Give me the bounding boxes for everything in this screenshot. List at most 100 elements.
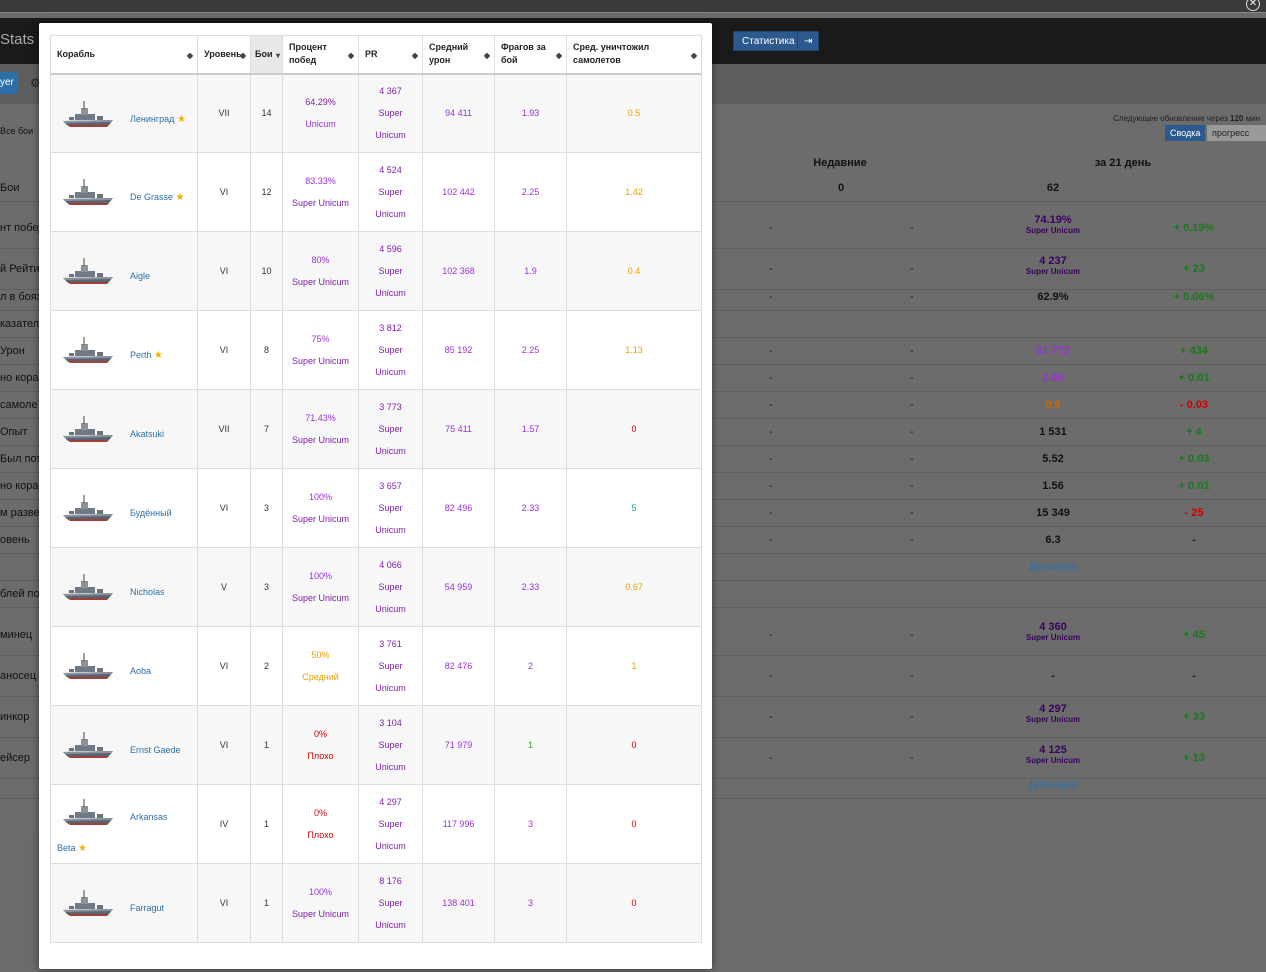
winrate-label: Super Unicum [291,514,350,524]
pr-label-1: Super [378,187,403,197]
frags-cell: 1 [494,705,567,785]
bg-stat-label: аносец [0,670,37,682]
gear-icon[interactable]: ⚙ [30,76,41,90]
header-tier-label: Уровень [204,48,242,59]
pr-label-2: Unicum [375,209,406,219]
pr-label-1: Super [378,740,403,750]
sort-icon[interactable]: ◆ [555,51,562,60]
header-battles-label: Бои [255,48,273,59]
sort-icon[interactable]: ◆ [690,51,697,60]
ship-name-link[interactable]: Nicholas [130,581,165,603]
header-tier[interactable]: Уровень ◆ [197,35,251,75]
pr-label-2: Unicum [375,288,406,298]
table-row: Aigle VI 10 80% Super Unicum 4 596 Super Un… [50,231,702,311]
header-damage[interactable]: Средний урон ◆ [422,35,495,75]
header-pr[interactable]: PR ◆ [358,35,423,75]
bg-dash: - [769,629,773,641]
bg-dash: - [769,426,773,438]
damage-cell: 94 411 [422,73,495,153]
table-row: Farragut VI 1 100% Super Unicum 8 176 Supe… [50,863,702,943]
header-winrate[interactable]: Процент побед ◆ [282,35,359,75]
sort-icon[interactable]: ◆ [239,51,246,60]
winrate-label: Плохо [307,830,334,840]
bg-dash: - [769,534,773,546]
sort-desc-icon[interactable]: ▾ [275,51,280,60]
bg-21-value: 91 772 [983,345,1123,357]
tier-cell: VI [197,705,251,785]
ship-name-link[interactable]: Будённый [130,502,172,524]
bg-dash: - [769,222,773,234]
ship-name-link[interactable]: Arkansas [130,812,168,822]
header-battles[interactable]: Бои ▾ [250,35,283,75]
planes-cell: 5 [566,468,702,548]
winrate-cell: 80% Super Unicum [282,231,359,311]
ship-name-link[interactable]: Aoba [130,660,151,682]
star-icon: ★ [154,350,163,361]
tab-player[interactable]: yer [0,72,18,94]
bg-delta: + 0.03 [1178,453,1210,465]
ship-icon [61,99,115,129]
header-ship[interactable]: Корабль ◆ [50,35,198,75]
pr-value: 4 066 [379,560,402,570]
winrate-cell: 75% Super Unicum [282,310,359,390]
ship-icon [61,572,115,602]
star-icon: ★ [175,192,185,203]
ship-icon [61,414,115,444]
pr-value: 4 524 [379,165,402,175]
bg-21-value: 5.52 [983,453,1123,465]
table-row: Ernst Gaede VI 1 0% Плохо 3 104 Super Unicu… [50,705,702,785]
header-planes[interactable]: Сред. уничтожил самолетов ◆ [566,35,702,75]
pr-label-2: Unicum [375,762,406,772]
pr-label-1: Super [378,266,403,276]
tier-cell: VI [197,231,251,311]
pr-value: 3 773 [379,402,402,412]
top-bar: ✕ [0,0,1266,13]
close-icon[interactable]: ✕ [1246,0,1260,11]
stats-button[interactable]: Статистика [733,31,804,51]
sort-icon[interactable]: ◆ [347,51,354,60]
summary-button[interactable]: Сводка [1165,125,1206,141]
brand[interactable]: Stats & [0,31,49,48]
battles-cell: 2 [250,626,283,706]
ship-name-link[interactable]: Ernst Gaede [130,739,181,761]
details-link[interactable]: Детально [983,779,1123,791]
progress-button[interactable]: прогресс [1207,125,1266,141]
ship-name-link[interactable]: Ленинград ★ [130,108,186,131]
frags-cell: 2.33 [494,547,567,627]
sort-icon[interactable]: ◆ [411,51,418,60]
ship-cell: Aoba [50,626,198,706]
winrate-value: 80% [311,255,330,265]
update-note-prefix: Следующее обновление через [1113,114,1228,123]
planes-cell: 1 [566,626,702,706]
details-link[interactable]: Детально [983,561,1123,573]
logout-icon[interactable]: ⇥ [797,31,820,51]
winrate-label: Super Unicum [291,356,350,366]
pr-value: 8 176 [379,876,402,886]
ship-name: Aigle [130,271,151,281]
sort-icon[interactable]: ◆ [483,51,490,60]
winrate-value: 50% [311,650,330,660]
ship-icon [61,730,115,760]
ship-name-link[interactable]: Akatsuki [130,423,164,445]
bg-21-value-text: - [1051,670,1055,682]
ship-name: Ленинград [130,113,175,124]
sort-icon[interactable]: ◆ [186,51,193,60]
pr-value: 4 297 [379,797,402,807]
ship-name-link-2[interactable]: Beta ★ [57,837,87,860]
bg-delta: - 25 [1184,507,1204,519]
battles-cell: 14 [250,73,283,153]
bg-delta: - [1192,534,1196,546]
bg-delta: + 0.06% [1173,291,1215,303]
ship-name-link[interactable]: De Grasse ★ [130,186,185,209]
pr-label-1: Super [378,819,403,829]
ship-name-link[interactable]: Farragut [130,897,164,919]
update-suffix: мин [1245,114,1260,123]
header-frags[interactable]: Фрагов за бой ◆ [494,35,567,75]
bg-21-value: 74.19% Super Unicum [983,214,1123,235]
ship-name-link[interactable]: Aigle [130,265,150,287]
table-row: De Grasse ★ VI 12 83.33% Super Unicum 4 5… [50,152,702,232]
ship-name-link[interactable]: Perth ★ [130,344,163,367]
table-row: Aoba VI 2 50% Средний 3 761 Super Unicum 82… [50,626,702,706]
ship-name: Perth [130,350,152,360]
filter-all[interactable]: Все бои [0,126,34,136]
